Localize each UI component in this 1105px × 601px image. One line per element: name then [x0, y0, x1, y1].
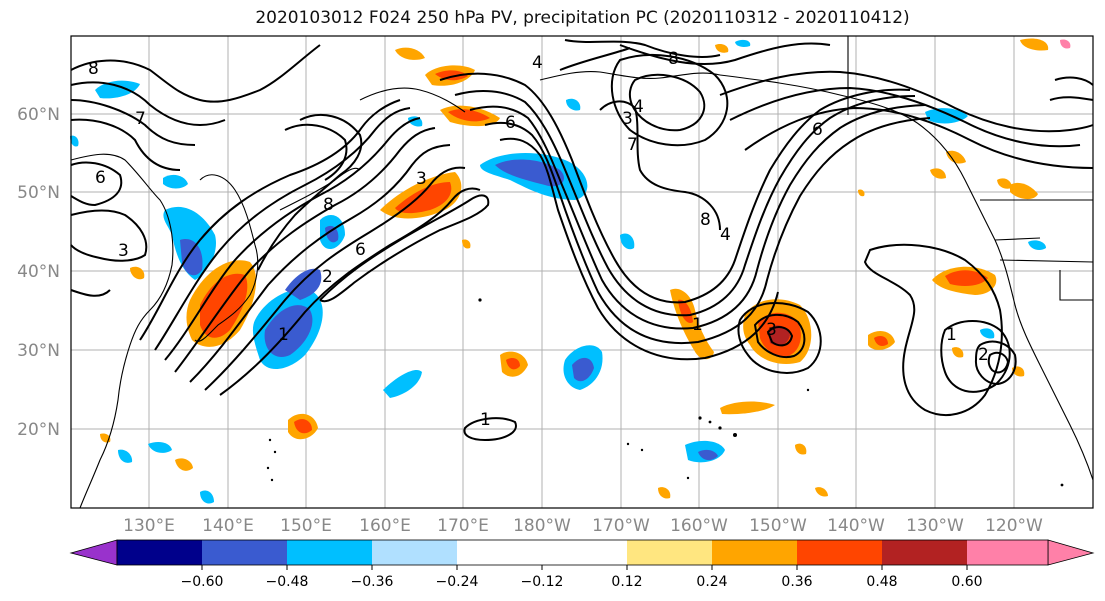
colorbar-tick-label: −0.36 — [351, 574, 394, 590]
lon-label: 180°W — [513, 516, 571, 536]
contour-label: 3 — [416, 169, 427, 189]
longitude-labels: 130°E 140°E 150°E 160°E 170°E 180°W 170°… — [123, 516, 1043, 536]
colorbar-swatch — [967, 540, 1048, 565]
lat-label: 30°N — [17, 341, 60, 361]
lat-label: 40°N — [17, 262, 60, 282]
lon-label: 120°W — [985, 516, 1043, 536]
colorbar-tick-label: −0.12 — [521, 574, 564, 590]
colorbar-swatch — [542, 540, 627, 565]
colorbar-swatch — [287, 540, 372, 565]
colorbar-swatch — [797, 540, 882, 565]
contour-label: 1 — [692, 315, 703, 335]
colorbar-tick-label: 0.24 — [696, 574, 727, 590]
contour-label: 1 — [278, 325, 289, 345]
contour-label: 8 — [323, 195, 334, 215]
contour-label: 2 — [322, 267, 333, 287]
contour-label: 6 — [505, 113, 516, 133]
lat-label: 20°N — [17, 420, 60, 440]
contour-label: 2 — [978, 345, 989, 365]
contour-label: 4 — [720, 225, 731, 245]
pv-contours — [70, 39, 1094, 442]
colorbar-swatch — [712, 540, 797, 565]
colorbar-swatch — [882, 540, 967, 565]
contour-label: 7 — [135, 109, 146, 129]
contour-label: 3 — [118, 241, 129, 261]
colorbar-swatch — [372, 540, 457, 565]
lon-label: 160°W — [670, 516, 728, 536]
colorbar-tick-label: −0.60 — [181, 574, 224, 590]
colorbar: −0.60 −0.48 −0.36 −0.24 −0.12 0.12 0.24 … — [69, 539, 1095, 590]
colorbar-swatch — [202, 540, 287, 565]
lon-label: 150°W — [749, 516, 807, 536]
colorbar-over-arrow — [1047, 539, 1095, 566]
map-frame — [70, 35, 1094, 509]
contour-label: 6 — [355, 240, 366, 260]
islands — [266, 298, 1064, 487]
contour-label: 8 — [668, 49, 679, 69]
lat-label: 50°N — [17, 183, 60, 203]
map-panel: 8 7 6 3 8 6 1 2 3 6 4 3 7 4 6 8 4 1 3 1 … — [70, 35, 1094, 509]
colorbar-swatch — [627, 540, 712, 565]
contour-labels: 8 7 6 3 8 6 1 2 3 6 4 3 7 4 6 8 4 1 3 1 … — [88, 49, 989, 430]
contour-label: 4 — [633, 97, 644, 117]
contour-label: 4 — [532, 53, 543, 73]
contour-label: 3 — [622, 109, 633, 129]
lon-label: 170°W — [592, 516, 650, 536]
colorbar-tick-label: 0.12 — [611, 574, 642, 590]
lat-label: 60°N — [17, 105, 60, 125]
latitude-labels: 60°N 50°N 40°N 30°N 20°N — [17, 105, 60, 440]
lon-label: 140°E — [202, 516, 254, 536]
colorbar-tick-label: 0.48 — [866, 574, 897, 590]
colorbar-tick-label: −0.48 — [266, 574, 309, 590]
figure-title: 2020103012 F024 250 hPa PV, precipitatio… — [255, 8, 910, 28]
contour-label: 1 — [946, 325, 957, 345]
contour-label: 6 — [812, 120, 823, 140]
lon-label: 130°W — [906, 516, 964, 536]
colorbar-outline — [116, 539, 1049, 566]
lon-label: 150°E — [280, 516, 332, 536]
precip-negative-anomalies — [70, 39, 1046, 504]
colorbar-ticks — [201, 565, 968, 570]
contour-label: 1 — [480, 410, 491, 430]
contour-label: 3 — [766, 320, 777, 340]
colorbar-tick-label: 0.36 — [781, 574, 812, 590]
lon-label: 160°E — [359, 516, 411, 536]
colorbar-swatch — [457, 540, 542, 565]
lon-label: 140°W — [827, 516, 885, 536]
contour-label: 8 — [88, 59, 99, 79]
lon-label: 130°E — [123, 516, 175, 536]
contour-label: 8 — [700, 210, 711, 230]
colorbar-tick-label: −0.24 — [436, 574, 479, 590]
contour-label: 6 — [95, 168, 106, 188]
colorbar-swatch — [117, 540, 202, 565]
contour-label: 7 — [627, 135, 638, 155]
colorbar-tick-label: 0.60 — [951, 574, 982, 590]
colorbar-under-arrow — [69, 539, 118, 566]
lon-label: 170°E — [437, 516, 489, 536]
